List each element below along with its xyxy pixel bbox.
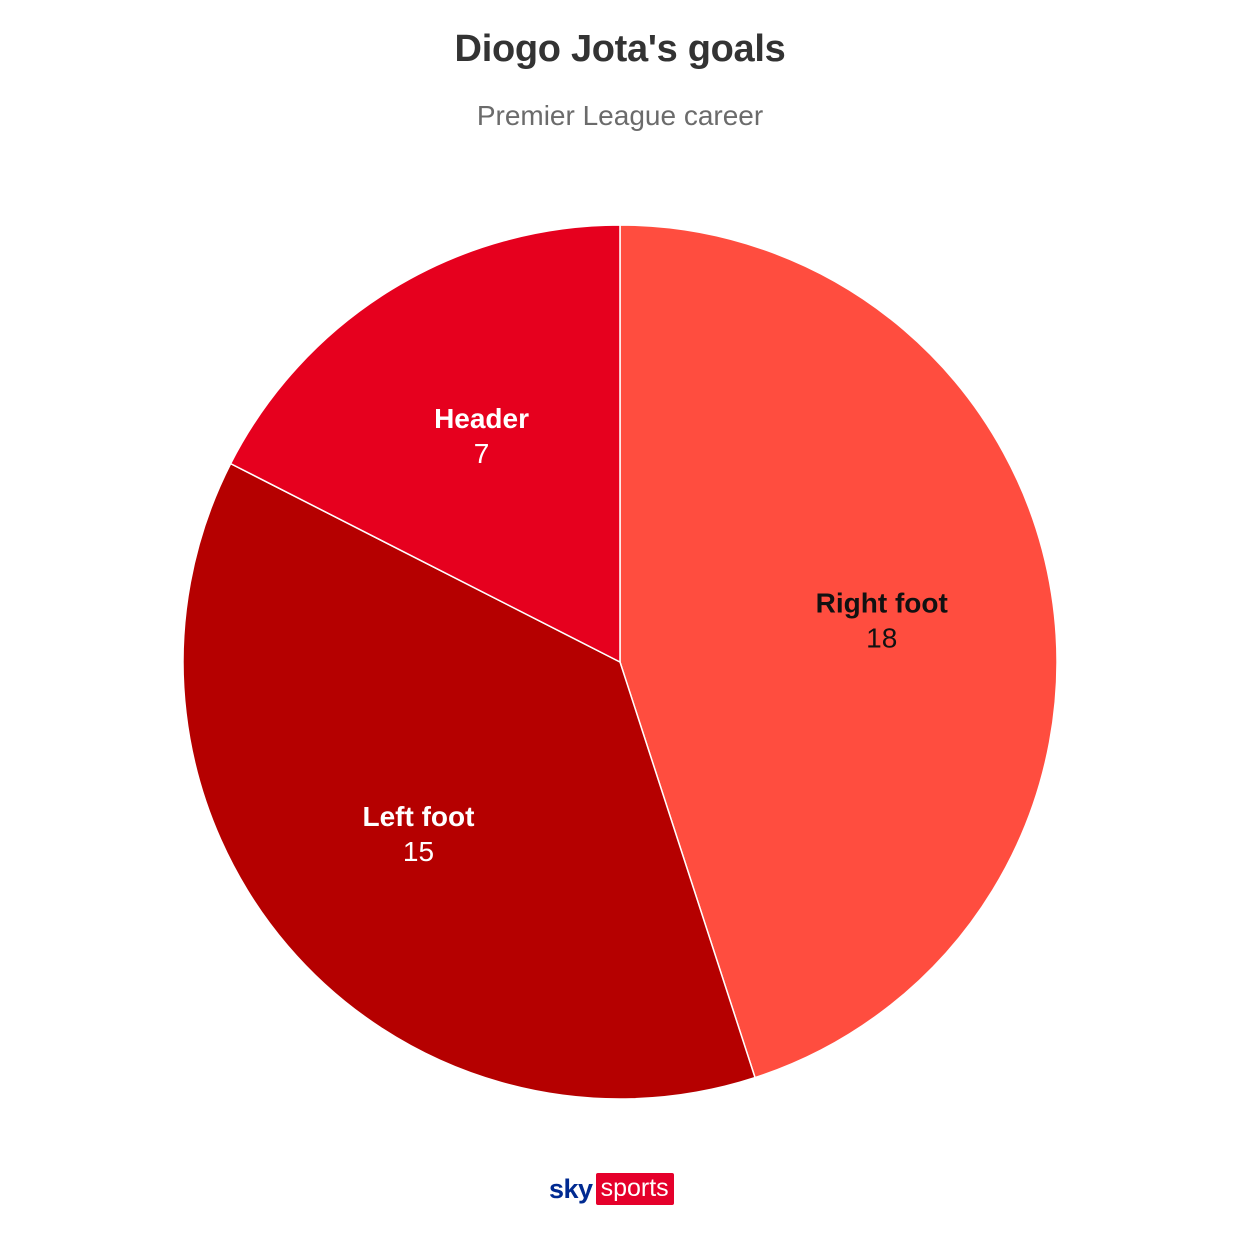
chart-subtitle: Premier League career [476,100,764,131]
slice-label-header: Header [434,403,529,434]
logo-sky-text: sky [549,1174,593,1204]
pie-slice-right-foot [619,224,1058,1079]
slice-value-right-foot: 18 [866,623,897,654]
slice-label-left-foot: Left foot [363,801,475,832]
chart-title: Diogo Jota's goals [454,28,786,70]
pie-slice-left-foot [182,462,756,1100]
slice-value-header: 7 [474,438,490,469]
pie-slice-header [229,224,621,663]
logo-sports-text: sports [595,1173,674,1205]
pie-labels: Right foot 18 Left foot 15 Header 7 [363,403,948,867]
pie-slices [182,224,1058,1100]
slice-label-right-foot: Right foot [816,588,948,619]
sky-sports-logo: sky sports [549,1172,674,1206]
slice-value-left-foot: 15 [403,836,434,867]
